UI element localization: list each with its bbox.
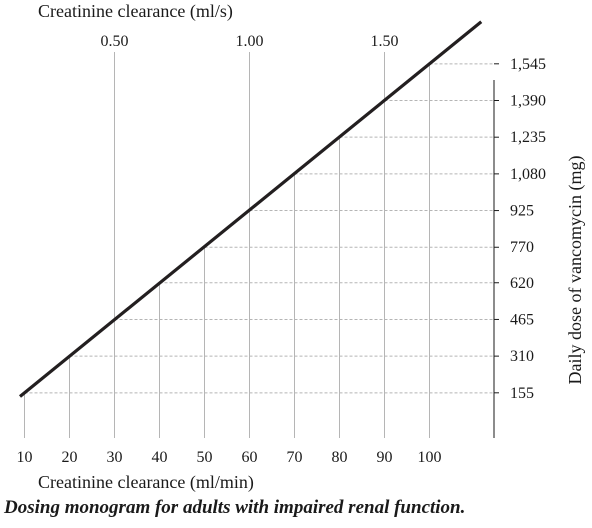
bottom-tick-label: 60 xyxy=(242,449,258,466)
right-tick-label: 155 xyxy=(510,385,534,402)
bottom-tick-label: 40 xyxy=(152,449,168,466)
right-tick-label: 1,545 xyxy=(510,56,546,73)
right-tick-label: 1,235 xyxy=(510,129,546,146)
bottom-tick-label: 10 xyxy=(17,449,33,466)
bottom-axis-label: Creatinine clearance (ml/min) xyxy=(38,472,254,493)
bottom-tick-label: 50 xyxy=(197,449,213,466)
series-layer xyxy=(18,20,483,398)
right-tick-label: 310 xyxy=(510,348,534,365)
bottom-tick-label: 70 xyxy=(287,449,303,466)
top-tick-label: 1.00 xyxy=(236,33,264,50)
guide-lines xyxy=(24,63,494,438)
top-tick-label: 0.50 xyxy=(101,33,129,50)
bottom-tick-label: 90 xyxy=(377,449,393,466)
tick-labels: 0.50 1.00 1.50 10 20 30 40 50 60 70 80 90 100 155 310 4… xyxy=(17,33,547,466)
right-tick-label: 1,390 xyxy=(510,93,546,110)
bottom-tick-label: 30 xyxy=(107,449,123,466)
bottom-tick-label: 100 xyxy=(418,449,442,466)
right-tick-label: 925 xyxy=(510,203,534,220)
right-tick-label: 770 xyxy=(510,239,534,256)
right-axis-label: Daily dose of vancomycin (mg) xyxy=(565,156,586,385)
figure-caption: Dosing monogram for adults with impaired… xyxy=(4,497,466,518)
top-axis-label: Creatinine clearance (ml/s) xyxy=(38,1,233,22)
bottom-tick-label: 20 xyxy=(62,449,78,466)
right-tick-label: 465 xyxy=(510,311,534,328)
dose-line xyxy=(18,20,483,398)
right-tick-label: 1,080 xyxy=(510,166,546,183)
right-tick-label: 620 xyxy=(510,275,534,292)
top-tick-label: 1.50 xyxy=(371,33,399,50)
bottom-tick-label: 80 xyxy=(332,449,348,466)
